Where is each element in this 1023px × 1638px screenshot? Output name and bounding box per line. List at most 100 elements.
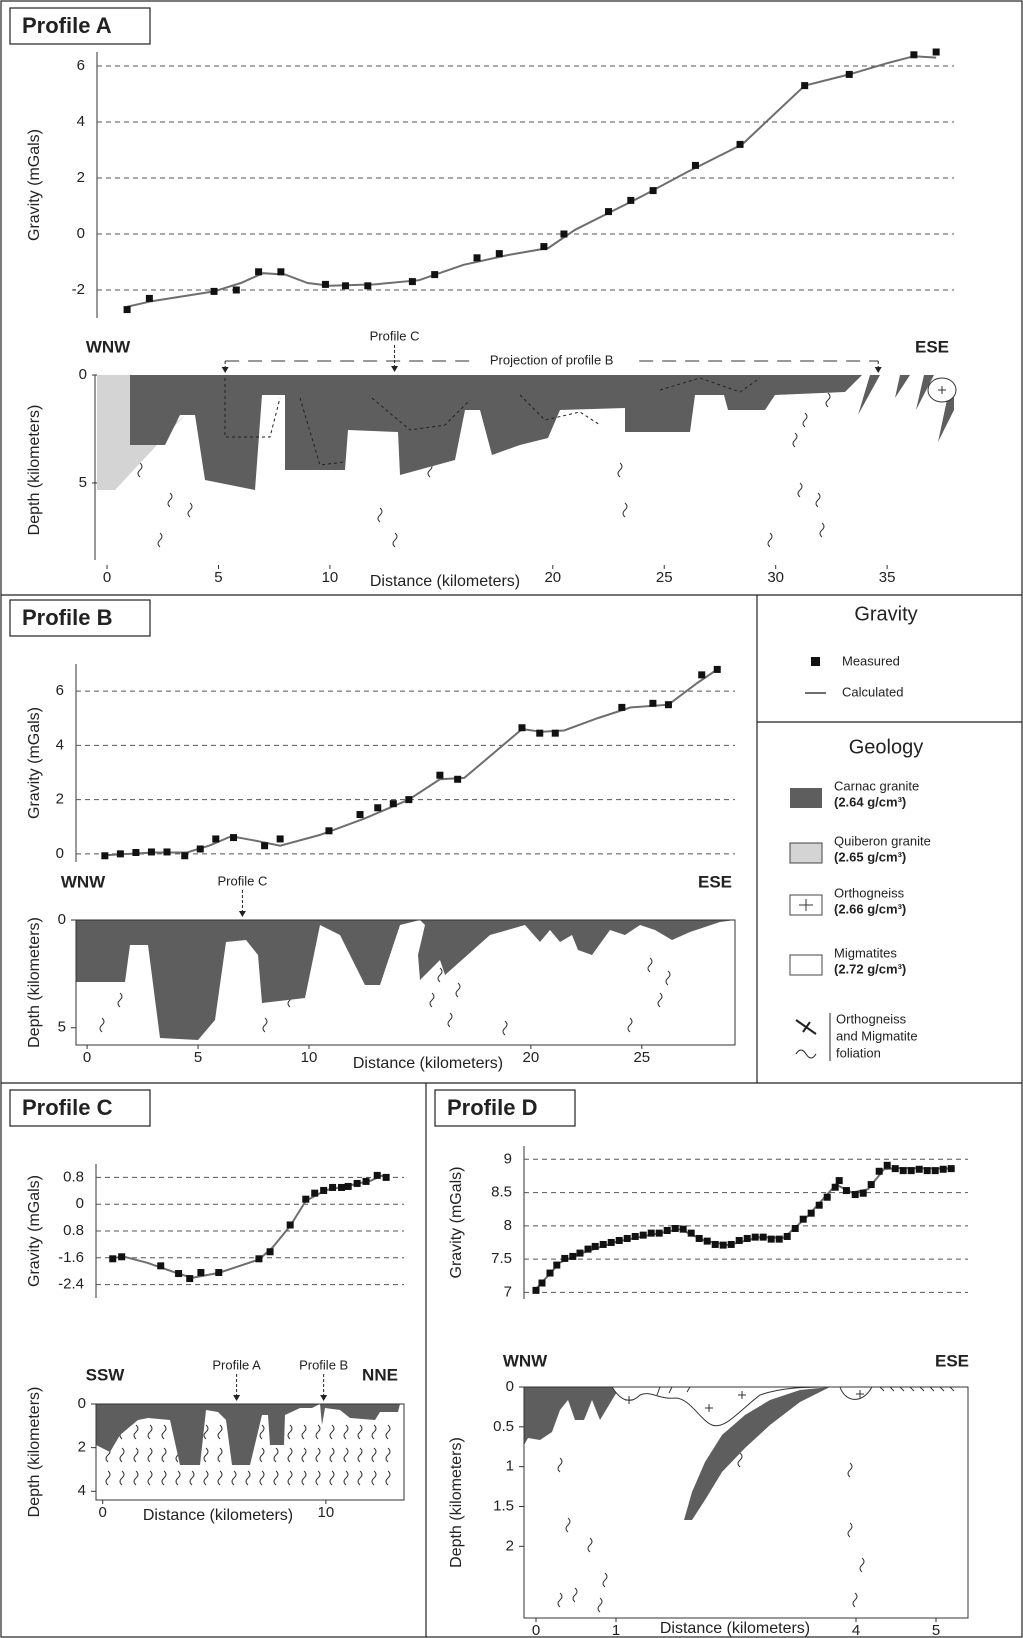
- measured-point: [647, 1229, 655, 1237]
- squiggle: [502, 1020, 508, 1036]
- direction-label: ESE: [935, 1351, 969, 1370]
- squiggle: [245, 1470, 251, 1486]
- squiggle: [189, 1470, 195, 1486]
- title-box: [9, 7, 151, 45]
- squiggle: [262, 1017, 268, 1033]
- legend-swatch: [790, 788, 822, 808]
- measured-point: [759, 1233, 767, 1241]
- squiggle: [301, 1447, 307, 1463]
- measured-point: [518, 724, 526, 732]
- x-tick-label: 10: [301, 1049, 318, 1066]
- measured-point: [101, 852, 109, 860]
- measured-point: [615, 1236, 623, 1244]
- legend-label: Measured: [842, 653, 900, 668]
- direction-label: ESE: [915, 337, 949, 356]
- squiggle: [137, 462, 143, 478]
- y-tick-label: -1.6: [58, 1249, 84, 1266]
- measured-point: [698, 671, 706, 679]
- measured-point: [783, 1232, 791, 1240]
- measured-point: [538, 1279, 546, 1287]
- measured-point: [767, 1235, 775, 1243]
- measured-point: [342, 282, 350, 290]
- legend-label: Orthogneiss: [836, 1011, 907, 1026]
- squiggle: [357, 1447, 363, 1463]
- squiggle: [133, 1424, 139, 1440]
- y-tick-label: 4: [78, 1482, 86, 1499]
- squiggle: [117, 992, 123, 1008]
- legend-swatch-cross: [799, 899, 813, 911]
- y-tick-label: 6: [77, 57, 85, 74]
- measured-point: [751, 1233, 759, 1241]
- x-tick-label: 5: [932, 1622, 940, 1638]
- measured-point: [815, 1201, 823, 1209]
- squiggle: [161, 1447, 167, 1463]
- legend-marker: [811, 657, 820, 666]
- measured-point: [775, 1235, 783, 1243]
- measured-point: [181, 852, 189, 860]
- measured-point: [132, 849, 140, 857]
- squiggle: [175, 1470, 181, 1486]
- measured-point: [255, 1255, 263, 1263]
- y-tick-label: 0.5: [493, 1418, 514, 1435]
- measured-point: [735, 1236, 743, 1244]
- x-tick-label: 0: [99, 1504, 107, 1521]
- measured-point: [561, 1254, 569, 1262]
- measured-point: [196, 845, 204, 853]
- squiggle: [119, 1447, 125, 1463]
- y-tick-label: 0: [58, 911, 66, 928]
- measured-point: [551, 729, 559, 737]
- measured-point: [664, 701, 672, 709]
- y-axis-label: Gravity (mGals): [448, 1167, 465, 1279]
- squiggle: [385, 1447, 391, 1463]
- squiggle: [161, 1424, 167, 1440]
- legend-title: Geology: [849, 736, 924, 758]
- squiggle: [602, 1572, 608, 1588]
- squiggle: [557, 1592, 563, 1608]
- y-tick-label: -2: [72, 281, 85, 298]
- y-tick-label: 0: [78, 1395, 86, 1412]
- title-box: [434, 1089, 576, 1127]
- direction-label: WNW: [503, 1351, 548, 1370]
- y-tick-label: 1.5: [493, 1497, 514, 1514]
- measured-point: [232, 286, 240, 294]
- y-tick-label: 5: [79, 474, 87, 491]
- legend-title: Gravity: [854, 603, 917, 625]
- x-tick-label: 0: [83, 1049, 91, 1066]
- measured-point: [374, 804, 382, 812]
- measured-point: [212, 835, 220, 843]
- measured-point: [495, 250, 503, 258]
- y-tick-label: -2.4: [58, 1276, 84, 1293]
- measured-point: [713, 665, 721, 673]
- chart-title: Profile C: [22, 1095, 113, 1120]
- measured-point: [215, 1269, 223, 1277]
- calculated-line: [112, 1174, 389, 1279]
- carnac-body: [96, 1404, 400, 1465]
- y-tick-label: 7.5: [491, 1250, 512, 1267]
- y-tick-label: 4: [77, 113, 85, 130]
- measured-point: [325, 827, 333, 835]
- measured-point: [591, 1242, 599, 1250]
- squiggle: [187, 502, 193, 518]
- squiggle: [329, 1447, 335, 1463]
- squiggle: [657, 992, 663, 1008]
- legend-squiggle-symbol: [795, 1049, 817, 1059]
- squiggle: [852, 1592, 858, 1608]
- squiggle: [315, 1447, 321, 1463]
- measured-point: [109, 1255, 117, 1263]
- squiggle: [147, 1470, 153, 1486]
- measured-point: [663, 1226, 671, 1234]
- carnac-body: [938, 390, 954, 442]
- projection-label-bg: [471, 352, 632, 370]
- squiggle: [377, 507, 383, 523]
- y-tick-label: 2: [506, 1537, 514, 1554]
- measured-point: [639, 1231, 647, 1239]
- measured-point: [599, 1240, 607, 1248]
- x-tick-label: 5: [194, 1049, 202, 1066]
- orthogneiss-body: [839, 1386, 873, 1400]
- direction-label: WNW: [86, 337, 131, 356]
- measured-point: [695, 1234, 703, 1242]
- squiggle: [825, 392, 831, 408]
- legend-label: and Migmatite: [836, 1028, 918, 1043]
- x-axis-label: Distance (kilometers): [143, 1507, 293, 1524]
- squiggle: [259, 1424, 265, 1440]
